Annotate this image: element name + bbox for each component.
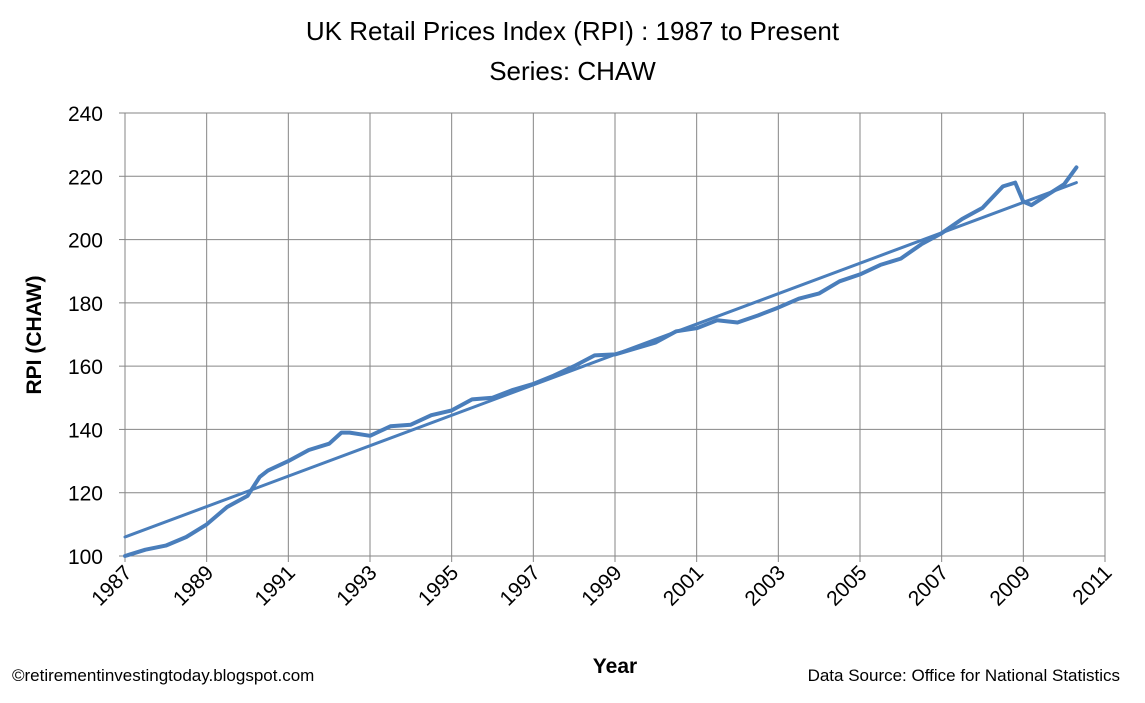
y-tick-label: 100	[68, 546, 103, 569]
y-tick-label: 220	[68, 166, 103, 189]
y-axis-label: RPI (CHAW)	[23, 275, 46, 395]
y-tick-label: 120	[68, 483, 103, 506]
y-tick-label: 180	[68, 293, 103, 316]
rpi-series-line	[123, 165, 1079, 558]
y-tick-label: 200	[68, 230, 103, 253]
x-tick-label: 2007	[904, 561, 953, 610]
chart-subtitle: Series: CHAW	[489, 56, 656, 86]
x-tick-label: 1989	[169, 561, 218, 610]
y-tick-label: 140	[68, 419, 103, 442]
x-tick-label: 2003	[741, 561, 790, 610]
y-tick-label: 240	[68, 103, 103, 126]
x-tick-label: 2011	[1068, 561, 1116, 609]
x-tick-label: 2009	[986, 561, 1035, 610]
x-tick-label: 1995	[414, 561, 463, 610]
credit-text: ©retirementinvestingtoday.blogspot.com	[12, 666, 315, 685]
x-tick-label: 1991	[251, 561, 300, 610]
y-tick-label: 160	[68, 356, 103, 379]
x-tick-label: 1997	[496, 561, 545, 610]
x-axis-label: Year	[592, 655, 638, 678]
trend-line	[123, 181, 1078, 539]
x-tick-label: 2001	[659, 561, 708, 610]
x-tick-label: 1999	[577, 561, 626, 610]
x-tick-label: 1993	[332, 561, 381, 610]
x-tick-label: 2005	[822, 561, 871, 610]
data-source-text: Data Source: Office for National Statist…	[807, 666, 1120, 685]
chart-title: UK Retail Prices Index (RPI) : 1987 to P…	[305, 16, 840, 46]
